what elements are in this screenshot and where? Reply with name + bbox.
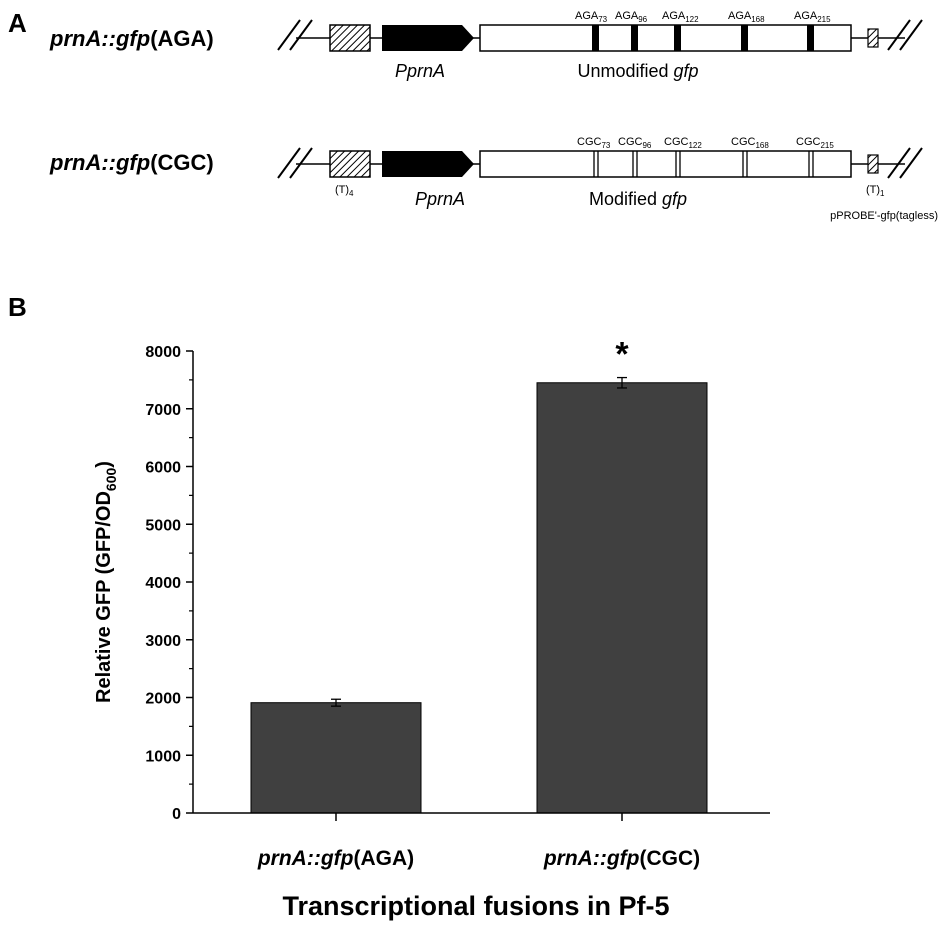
y-axis-label: Relative GFP (GFP/OD600)	[93, 461, 119, 703]
codon-2-3: CGC168	[731, 136, 769, 150]
promoter-label-2: PprnA	[415, 189, 465, 209]
construct-1-name: prnA::gfp(AGA)	[49, 26, 214, 51]
panel-a-label: A	[8, 8, 27, 38]
x-category-label: prnA::gfp(AGA)	[257, 847, 414, 870]
gfp-box-1	[479, 24, 852, 52]
bar-chart: 0 1000 2000 3000 4000 5000 6000 7000 8000 prnA::…	[93, 336, 770, 921]
terminator-label-right: (T)1	[866, 184, 885, 198]
y-axis-ticks: 0 1000 2000 3000 4000 5000 6000 7000 8000	[145, 344, 193, 823]
construct-2-name: prnA::gfp(CGC)	[49, 150, 214, 175]
y-tick-label: 0	[172, 806, 181, 823]
x-axis-label: Transcriptional fusions in Pf-5	[282, 891, 669, 921]
codon-2-2: CGC122	[664, 136, 702, 150]
x-category-label: prnA::gfp(CGC)	[543, 847, 700, 870]
codon-1-0: AGA73	[575, 10, 608, 24]
construct-1: prnA::gfp(AGA) PprnA AGA73 AGA96 AGA122 …	[49, 10, 923, 81]
y-tick-label: 1000	[145, 748, 181, 765]
plasmid-label: pPROBE'-gfp(tagless)	[830, 210, 938, 222]
promoter-label-1: PprnA	[395, 61, 445, 81]
bars	[250, 376, 708, 814]
codon-1-1: AGA96	[615, 10, 648, 24]
terminator-small-2	[867, 154, 879, 174]
y-tick-label: 8000	[145, 344, 181, 361]
codon-1-4: AGA215	[794, 10, 831, 24]
y-tick-label: 6000	[145, 460, 181, 477]
codon-1-3: AGA168	[728, 10, 765, 24]
construct-2: prnA::gfp(CGC) PprnA CGC73 CGC96 CGC122 …	[49, 136, 938, 222]
y-tick-label: 7000	[145, 402, 181, 419]
gene-label-2: Modified gfp	[589, 189, 687, 209]
significance-marker: *	[615, 336, 629, 374]
codon-2-1: CGC96	[618, 136, 652, 150]
codon-1-2: AGA122	[662, 10, 699, 24]
bar	[250, 702, 422, 814]
x-axis-categories: prnA::gfp(AGA) prnA::gfp(CGC)	[257, 813, 700, 870]
y-tick-label: 5000	[145, 517, 181, 534]
terminator-label-left: (T)4	[335, 184, 354, 198]
codon-2-0: CGC73	[577, 136, 611, 150]
codon-2-4: CGC215	[796, 136, 834, 150]
bar	[536, 382, 708, 814]
y-tick-label: 2000	[145, 691, 181, 708]
y-tick-label: 4000	[145, 575, 181, 592]
terminator-block-1	[329, 24, 371, 52]
terminator-block-2	[329, 150, 371, 178]
terminator-small-1	[867, 28, 879, 48]
gene-label-1: Unmodified gfp	[577, 61, 698, 81]
y-tick-label: 3000	[145, 633, 181, 650]
promoter-arrow-1	[382, 25, 474, 51]
panel-b-label: B	[8, 292, 27, 322]
gfp-box-2	[479, 150, 852, 178]
promoter-arrow-2	[382, 151, 474, 177]
